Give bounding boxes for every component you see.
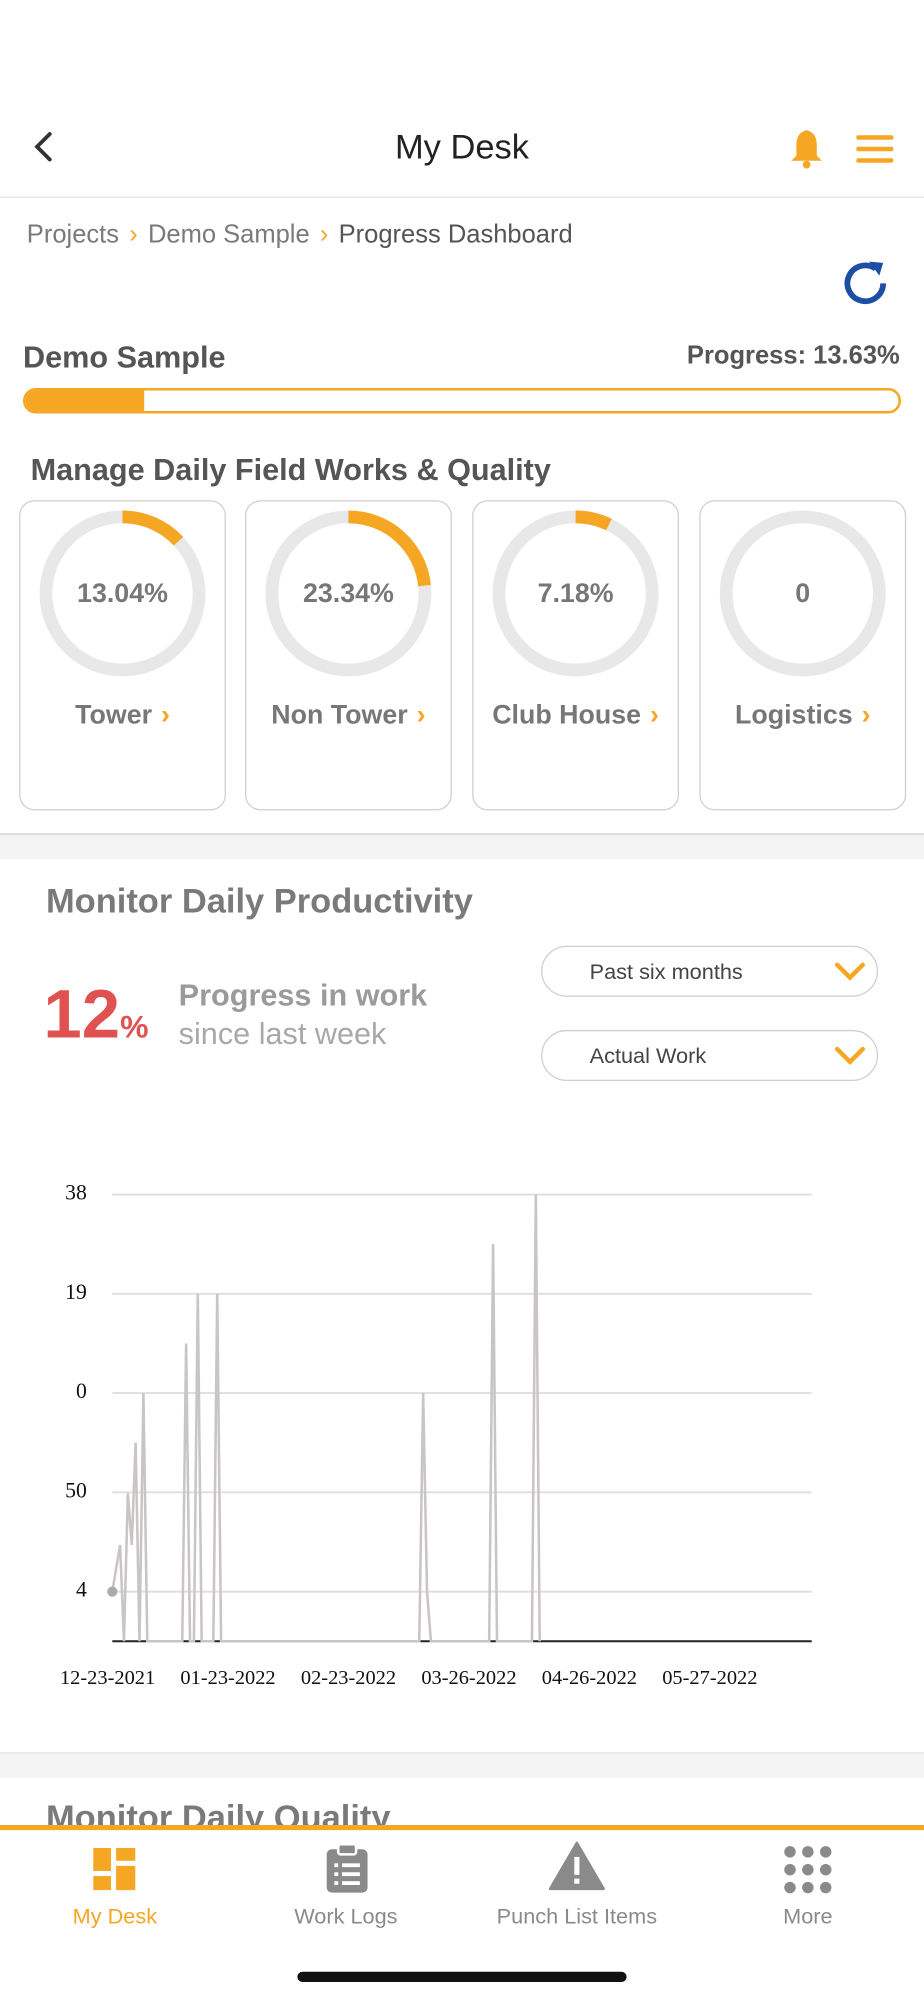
card-label: Non Tower › [246, 701, 450, 732]
donut-arc [39, 510, 206, 677]
dropdown[interactable]: Past six months [541, 945, 879, 997]
dropdown-arrow [834, 1046, 865, 1065]
y-tick-label: 19 [65, 1280, 87, 1304]
card-label: Tower › [20, 701, 224, 732]
y-tick-label: 38 [65, 1181, 87, 1205]
breadcrumb: Projects › Demo Sample › Progress Dashboard [27, 221, 573, 250]
dropdown-arrow [834, 962, 865, 981]
nav-icon [548, 1841, 605, 1891]
section-gap [0, 833, 924, 859]
change-unit: % [120, 1009, 149, 1046]
card-chevron: › [650, 700, 659, 731]
donut-label: 23.34% [303, 578, 394, 608]
donut-arc [265, 510, 432, 677]
card-label-text: Non Tower [271, 700, 408, 731]
progress-fill [25, 390, 145, 411]
back-button[interactable] [26, 128, 64, 166]
donut: 7.18% [492, 510, 659, 677]
section-title: Manage Daily Field Works & Quality [30, 453, 551, 488]
section-gap [0, 1752, 924, 1778]
card-label-text: Tower [75, 700, 153, 731]
progress-card[interactable]: 0 Logistics › [699, 500, 907, 811]
progress-bar [22, 387, 902, 414]
data-point [107, 1586, 118, 1597]
dropdown-value: Past six months [589, 959, 743, 984]
breadcrumb-separator: › [319, 220, 329, 249]
card-chevron: › [416, 700, 426, 731]
y-tick-label: 0 [76, 1379, 87, 1403]
breadcrumb-item[interactable]: Projects [26, 220, 120, 249]
progress-card[interactable]: 13.04% Tower › [19, 500, 226, 811]
project-name: Demo Sample [22, 340, 226, 376]
notification-bell[interactable] [786, 128, 827, 169]
donut: 23.34% [265, 510, 432, 677]
x-tick-label: 03-26-2022 [421, 1667, 516, 1689]
nav-item[interactable]: Work Logs [294, 1904, 398, 1929]
x-tick-label: 02-23-2022 [301, 1667, 396, 1689]
card-label: Logistics › [701, 701, 905, 732]
card-chevron: › [160, 700, 170, 731]
breadcrumb-item: Progress Dashboard [338, 220, 573, 249]
donut-label: 13.04% [77, 578, 168, 608]
refresh-button[interactable] [841, 258, 892, 309]
donut-label: 7.18% [538, 578, 614, 608]
card-label-text: Logistics [734, 700, 853, 731]
menu-button[interactable] [855, 133, 896, 166]
data-line [111, 1194, 541, 1643]
donut-label: 0 [795, 578, 810, 608]
nav-item[interactable]: Punch List Items [496, 1904, 658, 1929]
nav-item[interactable]: My Desk [72, 1904, 158, 1929]
change-value: 12 [43, 976, 121, 1053]
donut: 13.04% [39, 510, 206, 677]
dropdown-value: Actual Work [589, 1043, 707, 1069]
donut-track [719, 510, 886, 677]
caption: Progress in work [178, 978, 428, 1014]
donut-arc [492, 510, 659, 677]
y-tick-label: 50 [65, 1478, 87, 1502]
header-divider [0, 196, 924, 198]
y-tick-label: 4 [76, 1578, 87, 1602]
productivity-change: 12% [43, 975, 148, 1054]
line-chart: 38 19 0 50 4 12-23-2021 01-23-2022 02-23-2022 03… [60, 1181, 812, 1689]
nav-icon [326, 1842, 368, 1893]
section-title: Monitor Daily Productivity [45, 881, 473, 921]
home-indicator [297, 1971, 627, 1983]
progress-card[interactable]: 23.34% Non Tower › [245, 500, 452, 811]
x-tick-label: 01-23-2022 [180, 1667, 275, 1689]
bottom-nav [0, 1825, 924, 1994]
progress-label: Progress: 13.63% [686, 342, 900, 371]
x-tick-label: 04-26-2022 [542, 1667, 637, 1689]
breadcrumb-separator: › [129, 220, 138, 249]
breadcrumb-item[interactable]: Demo Sample [147, 220, 310, 249]
progress-card[interactable]: 7.18% Club House › [472, 500, 679, 811]
x-tick-label: 12-23-2021 [60, 1667, 155, 1689]
header-title: My Desk [394, 127, 530, 166]
caption: since last week [178, 1017, 387, 1052]
card-chevron: › [861, 700, 871, 731]
nav-item[interactable]: More [783, 1904, 833, 1929]
nav-icon [93, 1847, 136, 1891]
dropdown[interactable]: Actual Work [541, 1029, 879, 1081]
nav-icon [784, 1846, 832, 1894]
donut: 0 [719, 510, 886, 677]
x-tick-label: 05-27-2022 [662, 1667, 757, 1689]
card-label-text: Club House [492, 700, 642, 731]
card-label: Club House › [473, 701, 677, 732]
